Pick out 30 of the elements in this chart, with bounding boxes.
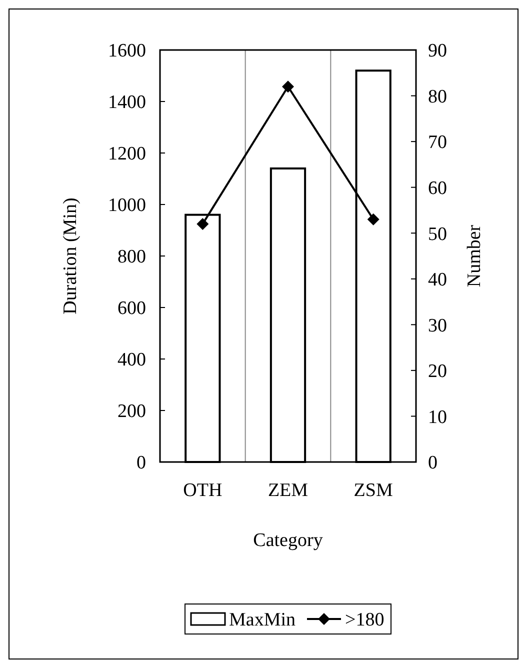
y-tick-label: 200 — [118, 401, 146, 422]
y2-tick-label: 40 — [428, 270, 447, 291]
point — [282, 80, 294, 93]
y2-tick-label: 50 — [428, 224, 447, 245]
point — [196, 218, 209, 230]
x-tick-label: ZSM — [354, 480, 393, 501]
y2-axis-title: Number — [464, 224, 485, 288]
y-tick-label: 1200 — [108, 144, 146, 165]
y-tick-label: 800 — [118, 246, 146, 268]
x-tick-label: ZEM — [268, 480, 308, 501]
y2-tick-label: 30 — [428, 315, 447, 336]
point — [367, 213, 380, 226]
y-tick-label: 400 — [118, 350, 146, 371]
y-tick-label: 600 — [118, 298, 146, 320]
legend-label: >180 — [345, 610, 384, 631]
y2-tick-label: 90 — [428, 40, 447, 62]
y2-tick-label: 70 — [428, 132, 447, 154]
y2-tick-label: 0 — [428, 452, 438, 474]
y2-tick-label: 60 — [428, 178, 447, 199]
x-axis-title: Category — [253, 530, 324, 551]
y2-tick-label: 10 — [428, 406, 447, 428]
legend-label: MaxMin — [229, 610, 296, 631]
y-tick-label: 1000 — [108, 195, 146, 216]
y2-tick-label: 20 — [428, 361, 447, 382]
y2-tick-label: 80 — [428, 86, 447, 108]
x-tick-label: OTH — [183, 480, 222, 501]
y-tick-label: 1600 — [108, 40, 146, 62]
y-tick-label: 1400 — [108, 92, 146, 114]
y-axis-title: Duration (Min) — [60, 198, 81, 314]
y-tick-label: 0 — [136, 452, 146, 474]
